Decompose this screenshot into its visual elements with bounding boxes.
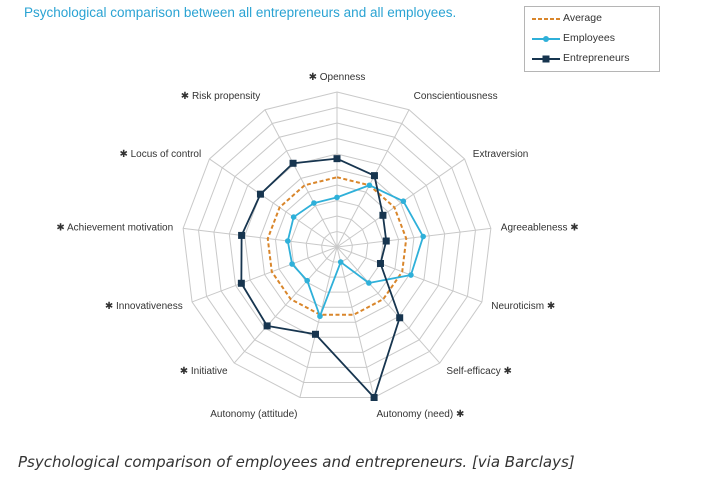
point-entrepreneurs-2	[379, 211, 387, 219]
legend-label-entrepreneurs: Entrepreneurs	[563, 52, 630, 64]
chart-title: Psychological comparison between all ent…	[24, 5, 457, 20]
axis-label-7: Autonomy (attitude)	[210, 409, 297, 420]
point-entrepreneurs-10	[238, 231, 246, 239]
grid-ring-5	[259, 168, 415, 323]
point-employees-4	[408, 272, 414, 278]
axis-label-5: Self-efficacy ✱	[446, 366, 511, 377]
axis-label-2: Extraversion	[473, 149, 529, 160]
grid-ring-7	[228, 137, 446, 353]
grid-spoke-5	[336, 246, 441, 364]
grid-spoke-9	[191, 246, 338, 303]
point-entrepreneurs-0	[333, 155, 341, 163]
point-employees-3	[420, 233, 426, 240]
point-employees-12	[311, 200, 317, 206]
point-employees-10	[284, 238, 291, 244]
grid-ring-3	[290, 199, 384, 293]
point-employees-6	[337, 259, 344, 265]
point-entrepreneurs-8	[263, 322, 271, 330]
axis-label-8: ✱ Initiative	[180, 366, 228, 377]
legend-entry-average: Average	[525, 9, 659, 29]
point-employees-1	[366, 182, 373, 189]
axis-label-4: Neuroticism ✱	[491, 301, 555, 312]
grid-spoke-12	[264, 109, 338, 248]
point-entrepreneurs-6	[370, 393, 378, 401]
axis-label-0: ✱ Openness	[309, 72, 366, 83]
point-employees-7	[317, 313, 323, 320]
point-employees-8	[304, 277, 310, 284]
axis-label-11: ✱ Locus of control	[119, 149, 201, 160]
axis-label-12: ✱ Risk propensity	[181, 91, 261, 102]
grid-ring-4	[274, 184, 400, 308]
grid-ring-2	[305, 215, 369, 278]
grid-ring-8	[213, 122, 461, 368]
point-employees-11	[290, 214, 297, 220]
grid-spoke-11	[209, 158, 338, 248]
chart-legend: Average Employees Entrepreneurs	[524, 6, 660, 72]
grid-spoke-6	[336, 246, 375, 398]
point-employees-2	[400, 198, 407, 205]
legend-entry-employees: Employees	[525, 29, 659, 49]
legend-swatch-average	[532, 18, 560, 20]
grid-ring-10	[182, 91, 492, 398]
point-entrepreneurs-3	[382, 237, 390, 245]
grid-ring-1	[321, 230, 353, 263]
axis-label-10: ✱ Achievement motivation	[56, 223, 173, 234]
axis-label-3: Agreeableness ✱	[501, 223, 579, 234]
point-entrepreneurs-4	[376, 259, 384, 267]
point-entrepreneurs-5	[396, 314, 404, 322]
point-entrepreneurs-1	[370, 172, 378, 180]
grid-spoke-10	[183, 227, 338, 248]
grid-ring-9	[198, 106, 476, 383]
legend-label-employees: Employees	[563, 32, 615, 44]
point-employees-5	[366, 280, 372, 286]
series-line-average	[266, 176, 408, 316]
point-entrepreneurs-11	[256, 190, 264, 198]
legend-swatch-entrepreneurs	[532, 55, 560, 63]
axis-label-9: ✱ Innovativeness	[105, 301, 183, 312]
point-employees-9	[289, 261, 295, 267]
legend-entry-entrepreneurs: Entrepreneurs	[525, 49, 659, 69]
series-line-entrepreneurs	[240, 157, 401, 399]
axis-label-1: Conscientiousness	[414, 91, 498, 102]
grid-spoke-2	[336, 158, 465, 248]
legend-label-average: Average	[563, 12, 602, 24]
point-employees-0	[334, 194, 340, 201]
point-entrepreneurs-12	[289, 159, 297, 167]
legend-swatch-employees	[532, 36, 560, 42]
radar-chart: ✱ Openness Conscientiousness Extraversion A…	[56, 72, 579, 420]
point-entrepreneurs-7	[311, 330, 319, 338]
axis-label-6: Autonomy (need) ✱	[376, 409, 464, 420]
series-line-employees	[286, 184, 425, 318]
grid-spoke-3	[336, 227, 491, 248]
grid-spoke-7	[299, 246, 338, 398]
point-entrepreneurs-9	[237, 279, 245, 287]
grid-spoke-8	[233, 246, 338, 364]
figure-caption: Psychological comparison of employees an…	[18, 453, 575, 471]
